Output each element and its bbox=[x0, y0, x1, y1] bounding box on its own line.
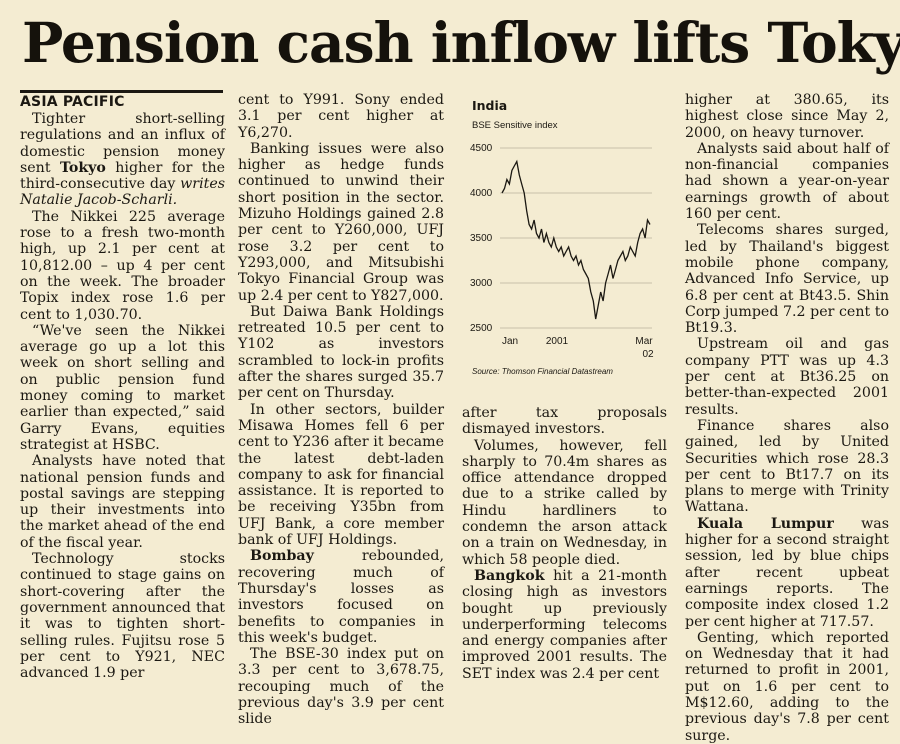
paragraph: higher at 380.65, its highest close sinc… bbox=[685, 92, 889, 141]
paragraph: Tighter short-selling regulations and an… bbox=[20, 111, 225, 209]
paragraph: Genting, which reported on Wednesday tha… bbox=[685, 629, 889, 744]
section-label: ASIA PACIFIC bbox=[20, 94, 125, 110]
paragraph: Kuala Lumpur was higher for a second str… bbox=[685, 515, 889, 630]
paragraph: Banking issues were also higher as hedge… bbox=[238, 140, 444, 304]
paragraph: The Nikkei 225 average rose to a fresh t… bbox=[20, 208, 225, 323]
paragraph: “We've seen the Nikkei average go up a l… bbox=[20, 322, 225, 453]
paragraph: Analysts said about half of non-financia… bbox=[685, 140, 889, 223]
paragraph: Finance shares also gained, led by Unite… bbox=[685, 417, 889, 516]
paragraph: Bangkok hit a 21-month closing high as i… bbox=[462, 567, 667, 682]
y-tick-label: 3500 bbox=[470, 233, 493, 244]
section-rule bbox=[20, 90, 223, 93]
chart-svg: 4500 4000 3500 3000 2500 Jan 2001 Mar 02 bbox=[470, 143, 654, 360]
paragraph: after tax proposals dismayed investors. bbox=[462, 405, 667, 438]
paragraph: Analysts have noted that national pensio… bbox=[20, 453, 225, 551]
column-3: after tax proposals dismayed investors. V… bbox=[462, 405, 667, 682]
series-line bbox=[501, 159, 651, 320]
chart-subtitle: BSE Sensitive index bbox=[472, 120, 558, 131]
column-2: cent to Y991. Sony ended 3.1 per cent hi… bbox=[238, 92, 444, 728]
paragraph: Volumes, however, fell sharply to 70.4m … bbox=[462, 437, 667, 568]
paragraph: Bombay rebounded, recovering much of Thu… bbox=[238, 548, 444, 646]
x-tick-label: 2001 bbox=[546, 336, 569, 347]
paragraph: In other sectors, builder Misawa Homes f… bbox=[238, 401, 444, 549]
x-tick-label: Jan bbox=[502, 336, 518, 347]
y-tick-label: 4000 bbox=[470, 188, 493, 199]
paragraph: cent to Y991. Sony ended 3.1 per cent hi… bbox=[238, 92, 444, 141]
x-tick-label: Mar bbox=[635, 336, 653, 347]
paragraph: The BSE-30 index put on 3.3 per cent to … bbox=[238, 646, 444, 728]
chart-title: India bbox=[472, 98, 508, 113]
chart-source: Source: Thomson Financial Datastream bbox=[472, 367, 613, 376]
paragraph: Upstream oil and gas company PTT was up … bbox=[685, 336, 889, 418]
paragraph: But Daiwa Bank Holdings retreated 10.5 p… bbox=[238, 303, 444, 402]
y-tick-label: 4500 bbox=[470, 143, 493, 154]
chart-india: India BSE Sensitive index 4500 4000 3500 30… bbox=[462, 92, 667, 392]
column-4: higher at 380.65, its highest close sinc… bbox=[685, 92, 889, 744]
y-tick-label: 3000 bbox=[470, 278, 493, 289]
x-tick-label: 02 bbox=[642, 349, 654, 360]
paragraph: Telecoms shares surged, led by Thailand'… bbox=[685, 222, 889, 337]
headline: Pension cash inflow lifts Tokyo bbox=[22, 10, 900, 75]
column-1: ASIA PACIFIC Tighter short-selling regul… bbox=[20, 90, 225, 681]
y-tick-label: 2500 bbox=[470, 323, 493, 334]
paragraph: Technology stocks continued to stage gai… bbox=[20, 551, 225, 682]
